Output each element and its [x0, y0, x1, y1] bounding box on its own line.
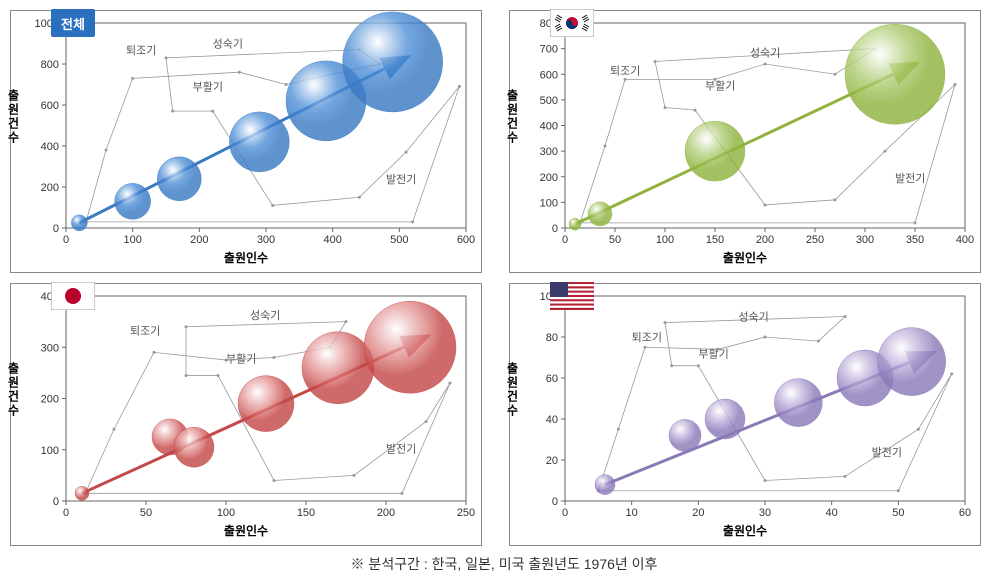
svg-text:100: 100 [123, 234, 141, 246]
svg-text:60: 60 [959, 507, 971, 519]
chart-korea: 출원건수 0 50 100 150 200 250 300 350 400 0 100 200 300 4… [509, 10, 981, 273]
svg-text:0: 0 [562, 234, 568, 246]
svg-text:부활기: 부활기 [698, 347, 728, 361]
svg-text:400: 400 [41, 141, 59, 153]
chart-total: 전체 출원건수 0 100 200 300 400 500 600 0 200 400 600 800… [10, 10, 482, 273]
chart-svg: 010020030040050060002004006008001000퇴조기성… [11, 11, 481, 246]
svg-text:200: 200 [190, 234, 208, 246]
footnote: ※ 분석구간 : 한국, 일본, 미국 출원년도 1976년 이후 [10, 546, 988, 574]
svg-text:부활기: 부활기 [226, 352, 256, 366]
svg-text:0: 0 [53, 223, 59, 235]
chart-svg: 0501001502002500100200300400퇴조기성숙기부활기발전기 [11, 284, 481, 519]
flag-korea-icon [550, 9, 594, 37]
chart-svg: 0102030405060020406080100퇴조기성숙기부활기발전기 [510, 284, 980, 519]
svg-text:성숙기: 성숙기 [213, 38, 243, 51]
svg-text:20: 20 [692, 507, 704, 519]
svg-text:20: 20 [546, 455, 558, 467]
x-axis-title: 출원인수 [510, 246, 980, 272]
svg-text:퇴조기: 퇴조기 [130, 324, 160, 337]
svg-text:600: 600 [41, 100, 59, 112]
svg-text:부활기: 부활기 [705, 79, 735, 93]
chart-usa: 출원건수 0102030405060020406080100퇴조기성숙기부활기발… [509, 283, 981, 546]
svg-text:150: 150 [706, 234, 724, 246]
charts-grid: 전체 출원건수 01002003004005006000200400600800… [10, 10, 988, 546]
svg-text:80: 80 [546, 332, 558, 344]
svg-text:200: 200 [756, 234, 774, 246]
y-axis-title: 출원건수 [7, 89, 19, 145]
svg-text:10: 10 [626, 507, 638, 519]
svg-text:300: 300 [540, 146, 558, 158]
svg-text:0: 0 [552, 223, 558, 235]
svg-text:0: 0 [53, 496, 59, 508]
chart-japan: 출원건수 0501001502002500100200300400퇴조기성숙기부… [10, 283, 482, 546]
svg-text:퇴조기: 퇴조기 [610, 64, 640, 77]
svg-text:200: 200 [540, 172, 558, 184]
svg-text:성숙기: 성숙기 [750, 46, 780, 59]
flag-usa-icon [550, 282, 594, 310]
svg-text:발전기: 발전기 [386, 442, 416, 455]
svg-text:200: 200 [41, 394, 59, 406]
x-axis-title: 출원인수 [510, 519, 980, 545]
flag-label: 전체 [51, 9, 95, 37]
svg-text:발전기: 발전기 [872, 446, 902, 459]
y-axis-title: 출원건수 [506, 362, 518, 418]
svg-text:발전기: 발전기 [386, 173, 416, 186]
svg-text:500: 500 [540, 95, 558, 107]
svg-text:400: 400 [323, 234, 341, 246]
svg-text:성숙기: 성숙기 [738, 311, 768, 324]
svg-text:발전기: 발전기 [895, 172, 925, 185]
svg-text:300: 300 [856, 234, 874, 246]
svg-text:100: 100 [217, 507, 235, 519]
svg-text:0: 0 [63, 234, 69, 246]
svg-text:0: 0 [562, 507, 568, 519]
svg-text:350: 350 [906, 234, 924, 246]
svg-text:부활기: 부활기 [193, 80, 223, 94]
svg-text:250: 250 [457, 507, 475, 519]
svg-text:40: 40 [826, 507, 838, 519]
flag-japan-icon [51, 282, 95, 310]
y-axis-title: 출원건수 [506, 89, 518, 145]
svg-text:100: 100 [540, 197, 558, 209]
svg-text:200: 200 [377, 507, 395, 519]
svg-text:성숙기: 성숙기 [250, 309, 280, 322]
svg-text:100: 100 [41, 445, 59, 457]
svg-text:600: 600 [540, 69, 558, 81]
svg-text:30: 30 [759, 507, 771, 519]
svg-text:100: 100 [656, 234, 674, 246]
svg-text:200: 200 [41, 182, 59, 194]
svg-text:400: 400 [540, 121, 558, 133]
svg-text:0: 0 [552, 496, 558, 508]
svg-text:300: 300 [257, 234, 275, 246]
svg-text:50: 50 [609, 234, 621, 246]
x-axis-title: 출원인수 [11, 519, 481, 545]
svg-text:600: 600 [457, 234, 475, 246]
x-axis-title: 출원인수 [11, 246, 481, 272]
svg-text:700: 700 [540, 44, 558, 56]
svg-text:400: 400 [956, 234, 974, 246]
svg-text:300: 300 [41, 342, 59, 354]
svg-text:50: 50 [892, 507, 904, 519]
svg-text:50: 50 [140, 507, 152, 519]
svg-text:퇴조기: 퇴조기 [126, 44, 156, 57]
svg-text:500: 500 [390, 234, 408, 246]
svg-text:150: 150 [297, 507, 315, 519]
svg-text:0: 0 [63, 507, 69, 519]
svg-text:800: 800 [41, 59, 59, 71]
svg-text:40: 40 [546, 414, 558, 426]
svg-text:60: 60 [546, 373, 558, 385]
svg-text:퇴조기: 퇴조기 [632, 331, 662, 344]
chart-svg: 0 50 100 150 200 250 300 350 400 0 100 200 300 400 500… [510, 11, 980, 246]
y-axis-title: 출원건수 [7, 362, 19, 418]
svg-text:250: 250 [806, 234, 824, 246]
